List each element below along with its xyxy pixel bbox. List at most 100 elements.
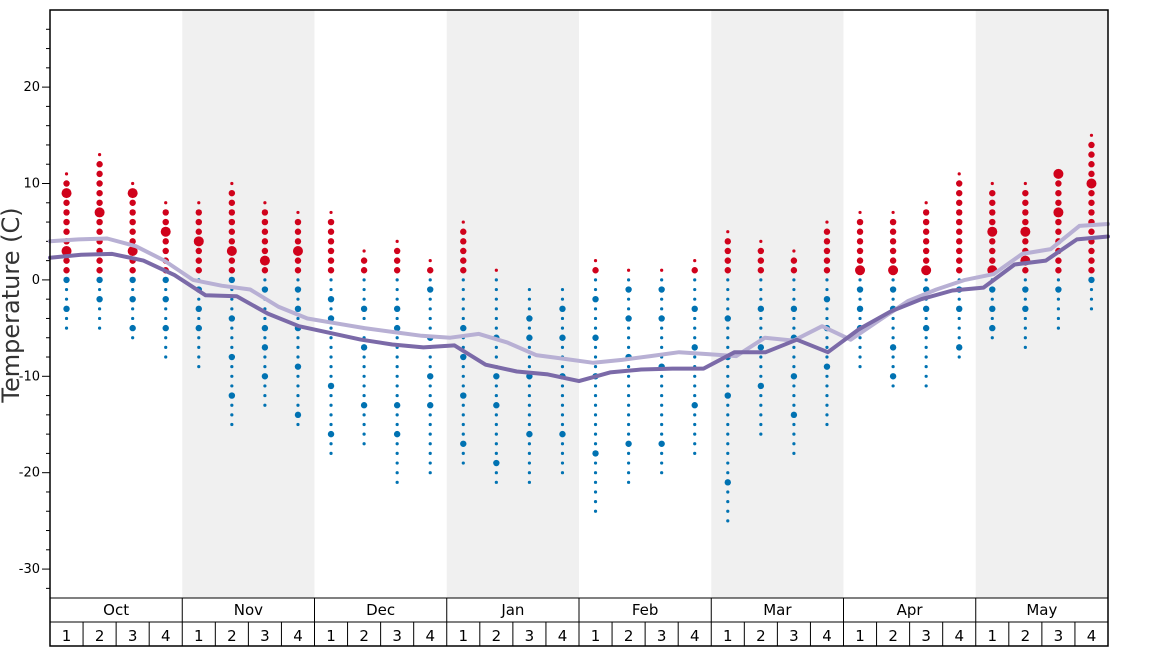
temperature-dot — [96, 276, 103, 284]
temperature-dot — [292, 245, 303, 256]
temperature-dot — [889, 247, 897, 255]
temperature-dot — [856, 228, 864, 235]
temperature-dot — [127, 188, 138, 199]
temperature-dot — [164, 336, 168, 340]
temperature-dot — [792, 442, 796, 446]
temperature-dot — [195, 209, 202, 216]
temperature-dot — [592, 450, 599, 457]
temperature-dot — [428, 384, 432, 388]
temperature-dot — [922, 247, 930, 255]
temperature-dot — [1023, 316, 1027, 321]
temperature-dot — [228, 267, 236, 274]
temperature-dot — [792, 384, 796, 388]
temperature-dot — [129, 276, 136, 284]
temperature-dot — [957, 172, 961, 176]
temperature-dot — [889, 286, 897, 293]
temperature-dot — [724, 267, 731, 274]
temperature-dot — [527, 365, 532, 369]
temperature-dot — [757, 305, 765, 313]
temperature-dot — [990, 336, 994, 340]
temperature-dot — [164, 355, 168, 359]
temperature-dot — [956, 189, 963, 197]
temperature-dot — [825, 422, 829, 427]
temperature-dot — [526, 430, 533, 438]
temperature-dot — [263, 201, 267, 205]
temperature-dot — [825, 413, 829, 417]
temperature-dot — [360, 267, 368, 274]
temperature-dot — [626, 268, 631, 272]
temperature-dot — [327, 382, 335, 390]
temperature-dot — [461, 403, 465, 407]
temperature-dot — [593, 422, 598, 427]
temperature-dot — [296, 210, 300, 215]
temperature-dot — [230, 413, 234, 417]
temperature-dot — [64, 316, 69, 321]
temperature-dot — [660, 307, 664, 311]
temperature-dot — [131, 181, 135, 186]
temperature-dot — [164, 316, 168, 321]
temperature-dot — [660, 471, 664, 475]
temperature-dot — [329, 413, 333, 417]
temperature-dot — [956, 180, 963, 187]
temperature-dot — [660, 268, 664, 272]
temperature-dot — [660, 403, 664, 407]
temperature-dot — [957, 355, 961, 359]
temperature-dot — [395, 422, 399, 427]
temperature-dot — [792, 393, 796, 398]
temperature-dot — [296, 297, 300, 301]
temperature-dot — [96, 170, 103, 178]
temperature-dot — [162, 218, 169, 226]
temperature-dot — [230, 422, 234, 427]
week-label: 3 — [525, 627, 535, 645]
temperature-dot — [989, 218, 996, 226]
temperature-dot — [327, 267, 335, 274]
temperature-dot — [197, 345, 201, 349]
temperature-dot — [693, 355, 697, 359]
week-label: 4 — [425, 627, 435, 645]
temperature-dot — [96, 228, 103, 235]
temperature-dot — [395, 336, 399, 340]
temperature-dot — [393, 402, 401, 409]
temperature-dot — [726, 278, 730, 282]
temperature-dot — [96, 199, 103, 206]
temperature-dot — [1089, 297, 1094, 301]
temperature-dot — [956, 218, 963, 226]
temperature-dot — [924, 316, 928, 321]
temperature-dot — [823, 238, 831, 245]
temperature-dot — [759, 316, 763, 321]
temperature-dot — [97, 307, 102, 311]
temperature-dot — [625, 315, 632, 322]
temperature-dot — [726, 287, 730, 292]
month-label: Dec — [366, 601, 395, 619]
temperature-dot — [858, 297, 862, 301]
temperature-dot — [593, 413, 598, 417]
temperature-dot — [131, 307, 135, 311]
temperature-dot — [494, 345, 498, 349]
temperature-dot — [1023, 336, 1027, 340]
week-label: 3 — [128, 627, 138, 645]
temperature-dot — [660, 413, 664, 417]
week-label: 3 — [260, 627, 270, 645]
temperature-dot — [592, 295, 599, 303]
temperature-dot — [460, 247, 467, 255]
temperature-dot — [660, 297, 664, 301]
week-label: 1 — [459, 627, 469, 645]
temperature-dot — [329, 278, 333, 282]
temperature-dot — [1055, 267, 1062, 274]
temperature-dot — [428, 432, 432, 436]
temperature-dot — [494, 287, 498, 292]
temperature-dot — [1089, 307, 1094, 311]
temperature-dot — [494, 451, 498, 456]
temperature-dot — [593, 393, 598, 398]
temperature-dot — [461, 365, 465, 369]
temperature-dot — [1022, 209, 1029, 216]
temperature-dot — [989, 257, 996, 264]
temperature-dot — [296, 316, 300, 321]
temperature-dot — [461, 220, 465, 224]
temperature-dot — [294, 257, 302, 264]
temperature-dot — [428, 422, 432, 427]
week-label: 4 — [1087, 627, 1097, 645]
temperature-dot — [726, 326, 730, 330]
temperature-dot — [64, 287, 69, 292]
